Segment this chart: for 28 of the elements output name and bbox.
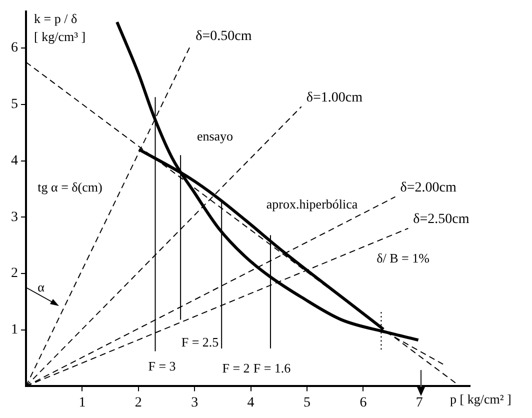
series-label: δ=2.50cm bbox=[413, 212, 470, 228]
y-tick-label: 3 bbox=[11, 210, 18, 225]
annotation: α bbox=[38, 279, 45, 294]
annotation: F = 2 bbox=[222, 360, 250, 376]
annotation: tg α = δ(cm) bbox=[38, 179, 102, 194]
series-label: δ=2.00cm bbox=[400, 180, 456, 196]
y-tick-label: 2 bbox=[11, 266, 18, 282]
annotation: aprox.hiperbólica bbox=[266, 196, 358, 212]
annotation: F = 2.5 bbox=[181, 334, 219, 350]
y-tick-label: 5 bbox=[11, 97, 18, 112]
x-axis-title: p [ kg/cm² ] bbox=[450, 392, 512, 407]
y-tick-label: 1 bbox=[11, 322, 18, 338]
x-tick-label: 1 bbox=[78, 395, 86, 410]
series-label: δ=1.00cm bbox=[306, 90, 363, 106]
series-label: δ=0.50cm bbox=[196, 28, 252, 44]
x-tick-label: 5 bbox=[304, 395, 311, 410]
x-tick-label: 4 bbox=[247, 395, 254, 410]
x-tick-label: 7 bbox=[416, 395, 423, 410]
annotation: ensayo bbox=[196, 128, 234, 144]
y-tick-label: 6 bbox=[11, 40, 18, 56]
y-axis-title: k = p / δ [ kg/cm³ ] bbox=[34, 10, 86, 44]
x-tick-label: 2 bbox=[134, 395, 142, 410]
annotation: F = 1.6 bbox=[253, 360, 292, 376]
annotation: δ/ B = 1% bbox=[376, 250, 430, 266]
annotation: F = 3 bbox=[148, 358, 176, 374]
x-tick-label: 6 bbox=[360, 395, 367, 410]
x-tick-label: 3 bbox=[191, 395, 198, 410]
y-tick-label: 4 bbox=[11, 153, 18, 168]
